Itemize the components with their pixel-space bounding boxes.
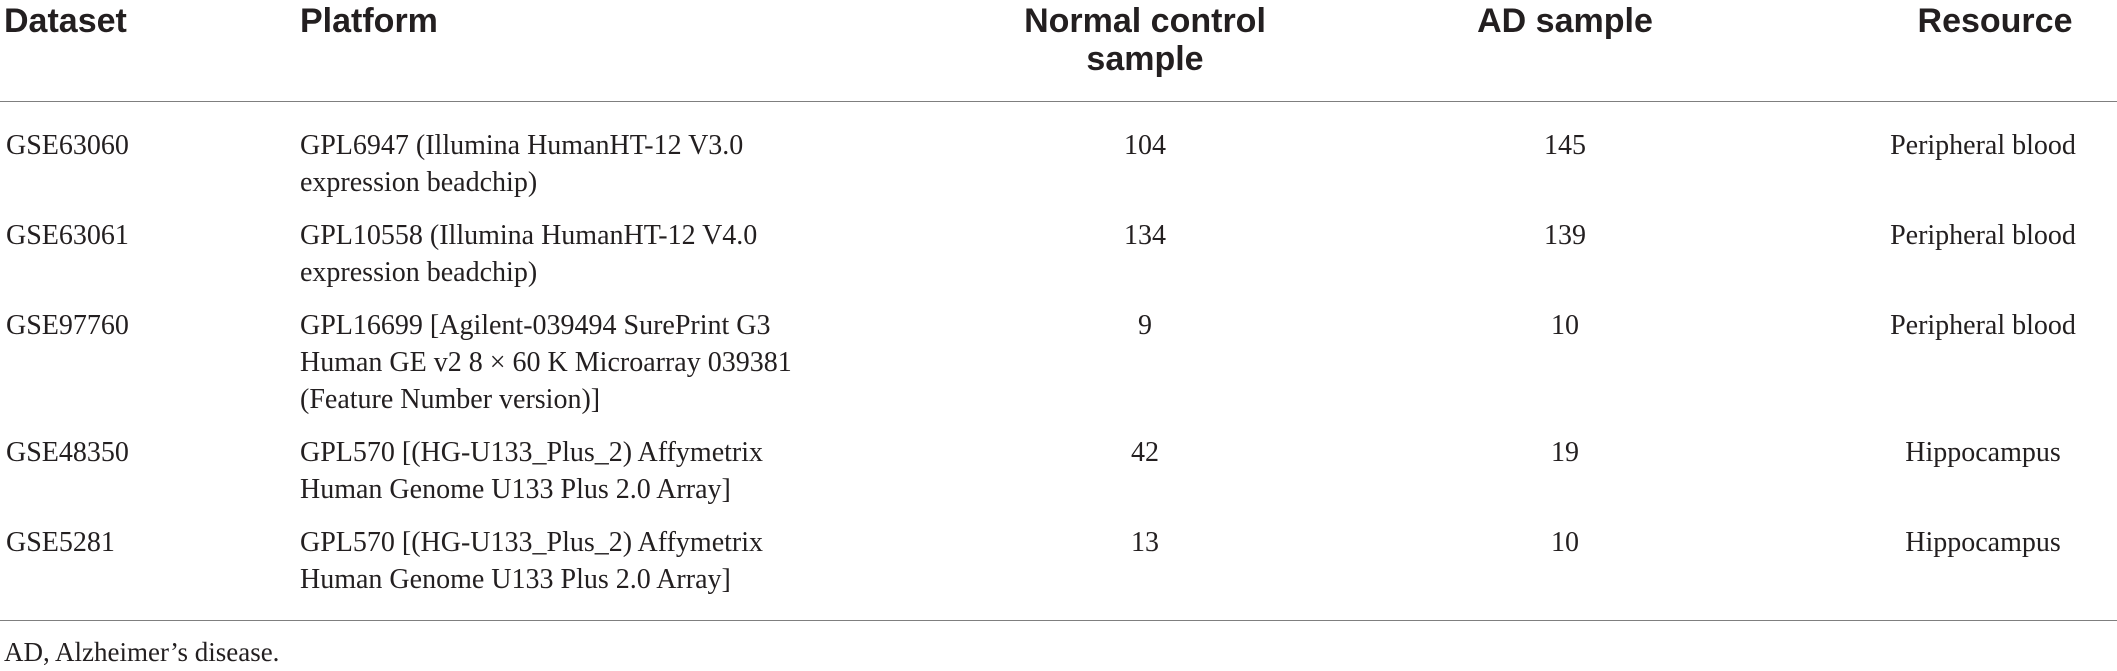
- platform-line: GPL6947 (Illumina HumanHT-12 V3.0: [300, 130, 744, 161]
- header-rule: [0, 101, 2117, 102]
- cell-normal-count: 9: [1138, 310, 1152, 341]
- cell-dataset: GSE48350: [6, 437, 129, 468]
- cell-ad-count: 19: [1551, 437, 1579, 468]
- bottom-rule: [0, 620, 2117, 621]
- cell-resource: Peripheral blood: [1890, 310, 2076, 341]
- header-resource: Resource: [1917, 2, 2073, 40]
- platform-line: GPL10558 (Illumina HumanHT-12 V4.0: [300, 220, 758, 251]
- cell-ad-count: 10: [1551, 310, 1579, 341]
- cell-normal-count: 134: [1124, 220, 1166, 251]
- cell-dataset: GSE5281: [6, 527, 115, 558]
- cell-normal-count: 13: [1131, 527, 1159, 558]
- cell-dataset: GSE63060: [6, 130, 129, 161]
- cell-dataset: GSE97760: [6, 310, 129, 341]
- header-normal-line-2: sample: [1086, 40, 1204, 78]
- cell-ad-count: 10: [1551, 527, 1579, 558]
- platform-line: GPL570 [(HG-U133_Plus_2) Affymetrix: [300, 437, 764, 468]
- header-ad-sample: AD sample: [1477, 2, 1653, 40]
- cell-platform: GPL6947 (Illumina HumanHT-12 V3.0 expres…: [300, 127, 860, 201]
- cell-platform: GPL16699 [Agilent-039494 SurePrint G3 Hu…: [300, 307, 860, 418]
- header-dataset: Dataset: [4, 2, 127, 40]
- cell-ad-count: 139: [1544, 220, 1586, 251]
- cell-resource: Peripheral blood: [1890, 220, 2076, 251]
- cell-normal-count: 42: [1131, 437, 1159, 468]
- cell-resource: Peripheral blood: [1890, 130, 2076, 161]
- cell-platform: GPL570 [(HG-U133_Plus_2) Affymetrix Huma…: [300, 524, 860, 598]
- cell-ad-count: 145: [1544, 130, 1586, 161]
- platform-line: GPL570 [(HG-U133_Plus_2) Affymetrix: [300, 527, 764, 558]
- cell-platform: GPL10558 (Illumina HumanHT-12 V4.0 expre…: [300, 217, 860, 291]
- cell-resource: Hippocampus: [1905, 527, 2061, 558]
- cell-normal-count: 104: [1124, 130, 1166, 161]
- cell-resource: Hippocampus: [1905, 437, 2061, 468]
- header-platform: Platform: [300, 2, 438, 40]
- platform-line: Human Genome U133 Plus 2.0 Array]: [300, 474, 731, 505]
- platform-line: expression beadchip): [300, 257, 538, 288]
- table-footnote: AD, Alzheimer’s disease.: [4, 637, 280, 667]
- cell-platform: GPL570 [(HG-U133_Plus_2) Affymetrix Huma…: [300, 434, 860, 508]
- platform-line: GPL16699 [Agilent-039494 SurePrint G3: [300, 310, 771, 341]
- platform-line: Human GE v2 8 × 60 K Microarray 039381: [300, 347, 792, 378]
- platform-line: expression beadchip): [300, 167, 538, 198]
- header-normal-line-1: Normal control: [1024, 2, 1266, 40]
- platform-line: (Feature Number version)]: [300, 384, 601, 415]
- cell-dataset: GSE63061: [6, 220, 129, 251]
- header-normal-control-sample: Normal control sample: [1000, 2, 1290, 78]
- platform-line: Human Genome U133 Plus 2.0 Array]: [300, 564, 731, 595]
